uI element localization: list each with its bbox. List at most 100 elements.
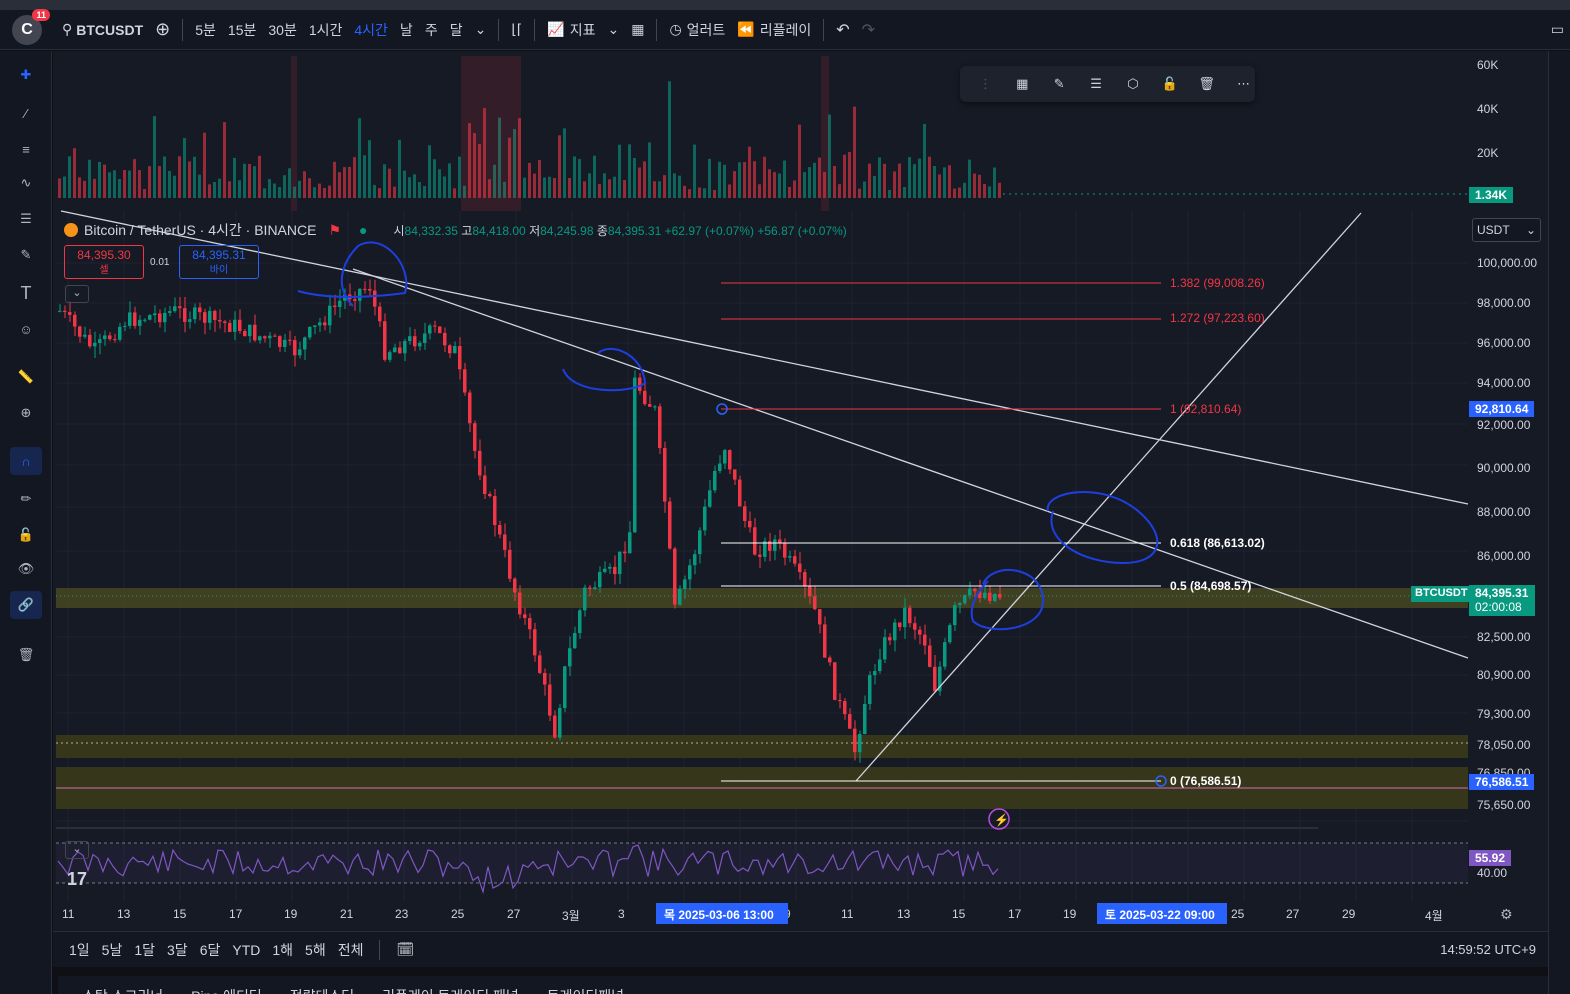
volume-bar bbox=[883, 163, 886, 198]
redo-icon[interactable]: ↷ bbox=[861, 21, 876, 39]
collapse-rsi-button[interactable]: ⌄ bbox=[65, 841, 89, 859]
time-axis-label: 15 bbox=[952, 907, 966, 921]
chevron-down-icon[interactable]: ⌄ bbox=[607, 21, 620, 37]
price-axis-label-partial: 76,850.00 bbox=[1477, 766, 1531, 774]
chevron-down-icon[interactable]: ⌄ bbox=[474, 21, 487, 37]
timeframe-1h[interactable]: 1시간 bbox=[308, 21, 343, 38]
volume-bar bbox=[143, 189, 146, 198]
candle-body bbox=[728, 450, 732, 470]
trendline-rising[interactable] bbox=[855, 212, 1362, 782]
flag-icon[interactable]: ⚑ bbox=[328, 221, 342, 238]
tab-trading-panel[interactable]: 트레이딩패널 bbox=[533, 976, 638, 994]
forecast-icon[interactable]: ☰ bbox=[20, 211, 32, 226]
volume-bar bbox=[393, 186, 396, 198]
chart-canvas[interactable]: ⚡ bbox=[53, 51, 1548, 931]
sell-button[interactable]: 84,395.30 셀 bbox=[64, 245, 144, 279]
range-6m[interactable]: 6달 bbox=[199, 941, 221, 958]
candle-style-icon[interactable]: ⌊⌈ bbox=[511, 21, 523, 37]
range-ytd[interactable]: YTD bbox=[232, 941, 261, 958]
settings-icon[interactable]: ⬡ bbox=[1127, 76, 1139, 91]
brush-icon[interactable]: ✎ bbox=[20, 247, 32, 262]
range-1y[interactable]: 1해 bbox=[272, 941, 294, 958]
range-5d[interactable]: 5날 bbox=[101, 941, 123, 958]
more-icon[interactable]: ⋯ bbox=[1237, 76, 1251, 91]
lock-icon[interactable]: 🔓 bbox=[1161, 76, 1178, 91]
timeframe-5m[interactable]: 5분 bbox=[195, 21, 216, 38]
symbol-search[interactable]: ⚲ BTCUSDT bbox=[56, 10, 149, 50]
candle-body bbox=[763, 541, 767, 557]
crosshair-icon[interactable]: ✚ bbox=[20, 67, 32, 82]
stay-drawing-icon[interactable]: ✏ bbox=[20, 491, 32, 506]
collapse-legend-button[interactable]: ⌄ bbox=[65, 285, 89, 303]
buy-button[interactable]: 84,395.31 바이 bbox=[179, 245, 259, 279]
settings-icon[interactable]: ⚙ bbox=[1500, 906, 1513, 922]
trendline-upper[interactable] bbox=[60, 210, 1469, 505]
range-3m[interactable]: 3달 bbox=[167, 941, 188, 958]
range-5y[interactable]: 5해 bbox=[305, 941, 326, 958]
emoji-icon[interactable]: ☺ bbox=[19, 321, 33, 337]
trash-icon[interactable]: 🗑 bbox=[17, 647, 35, 662]
currency-select[interactable]: USDT ⌄ bbox=[1472, 218, 1541, 242]
candle-body bbox=[253, 324, 257, 341]
text-icon[interactable]: T bbox=[20, 282, 32, 303]
tab-stock-screener[interactable]: 스탁 스크리너 bbox=[68, 976, 177, 994]
alert-button[interactable]: ◷ 얼러트 bbox=[663, 10, 731, 50]
range-1m[interactable]: 1달 bbox=[134, 941, 156, 958]
fib-anchor-bottom[interactable] bbox=[1155, 775, 1167, 787]
undo-icon[interactable]: ↶ bbox=[836, 21, 850, 39]
pattern-icon[interactable]: ∿ bbox=[20, 175, 32, 190]
timeframe-30m[interactable]: 30분 bbox=[268, 21, 297, 38]
date-range-icon[interactable]: 🗓 bbox=[396, 941, 415, 957]
volume-bar bbox=[78, 177, 81, 198]
timeframe-month[interactable]: 달 bbox=[449, 21, 463, 38]
tab-strategy-tester[interactable]: 전략테스터 bbox=[276, 976, 368, 994]
range-1d[interactable]: 1일 bbox=[69, 941, 90, 958]
tab-replay-trading[interactable]: 리플레이 트레이딩 패널 bbox=[368, 976, 533, 994]
clock[interactable]: 14:59:52 UTC+9 bbox=[1440, 942, 1536, 957]
fullscreen-icon[interactable]: ▭ bbox=[1550, 21, 1564, 37]
legend-title[interactable]: Bitcoin / TetherUS · 4시간 · BINANCE bbox=[84, 222, 317, 238]
indicators-button[interactable]: 📈 지표 bbox=[541, 10, 601, 50]
trash-icon[interactable]: 🗑 bbox=[1198, 76, 1215, 91]
line-style-icon[interactable]: ☰ bbox=[1090, 76, 1102, 91]
volume-bar bbox=[793, 180, 796, 198]
volume-bar bbox=[633, 158, 636, 198]
lock-icon[interactable]: 🔓 bbox=[17, 527, 35, 542]
candle-body bbox=[793, 556, 797, 564]
timeframe-15m[interactable]: 15분 bbox=[227, 21, 257, 38]
candle-body bbox=[938, 666, 942, 692]
link-icon[interactable]: 🔗 bbox=[10, 591, 42, 619]
fib-retracement-icon[interactable]: ≡ bbox=[22, 141, 30, 157]
drag-handle-icon[interactable]: ⋮ bbox=[978, 76, 992, 91]
fib-anchor-top[interactable] bbox=[716, 403, 728, 415]
eye-icon[interactable]: 👁 bbox=[17, 561, 35, 576]
tab-pine-editor[interactable]: Pine 에디터 bbox=[177, 976, 276, 994]
timeframe-day[interactable]: 날 bbox=[399, 21, 413, 38]
circle-mark-4 bbox=[970, 569, 1045, 631]
pencil-color-icon[interactable]: ✎ bbox=[1053, 76, 1065, 91]
trendline-lower[interactable] bbox=[352, 268, 1469, 659]
zoom-in-icon[interactable]: ⊕ bbox=[20, 405, 32, 420]
layouts-icon[interactable]: ▦ bbox=[631, 21, 645, 37]
volume-bar bbox=[568, 177, 571, 198]
timeframe-week[interactable]: 주 bbox=[424, 21, 438, 38]
replay-button[interactable]: ⏪ 리플레이 bbox=[731, 10, 817, 50]
trendline-icon[interactable]: ∕ bbox=[24, 105, 28, 121]
volume-bar bbox=[768, 169, 771, 198]
templates-icon[interactable]: ▦ bbox=[1016, 76, 1029, 91]
candle-body bbox=[248, 324, 252, 337]
range-all[interactable]: 전체 bbox=[337, 941, 364, 958]
timeframe-4h[interactable]: 4시간 bbox=[354, 21, 388, 38]
volume-bar bbox=[908, 157, 911, 198]
magnet-icon[interactable]: ∩ bbox=[10, 447, 42, 475]
chart-pane[interactable]: ⚡ ⌄ ⌄ 17 bbox=[53, 51, 1548, 931]
user-avatar[interactable]: C 11 bbox=[12, 8, 50, 45]
lightning-icon[interactable] bbox=[988, 808, 1010, 830]
bottom-panels: 스탁 스크리너 Pine 에디터 전략테스터 리플레이 트레이딩 패널 트레이딩… bbox=[53, 968, 1548, 994]
time-axis-label: 23 bbox=[395, 907, 409, 921]
add-symbol-icon[interactable]: ⊕ bbox=[155, 19, 171, 39]
volume-bar bbox=[193, 156, 196, 198]
ruler-icon[interactable]: 📏 bbox=[17, 369, 35, 384]
volume-bar bbox=[183, 138, 186, 198]
price-axis-label: 75,650.00 bbox=[1477, 798, 1531, 812]
